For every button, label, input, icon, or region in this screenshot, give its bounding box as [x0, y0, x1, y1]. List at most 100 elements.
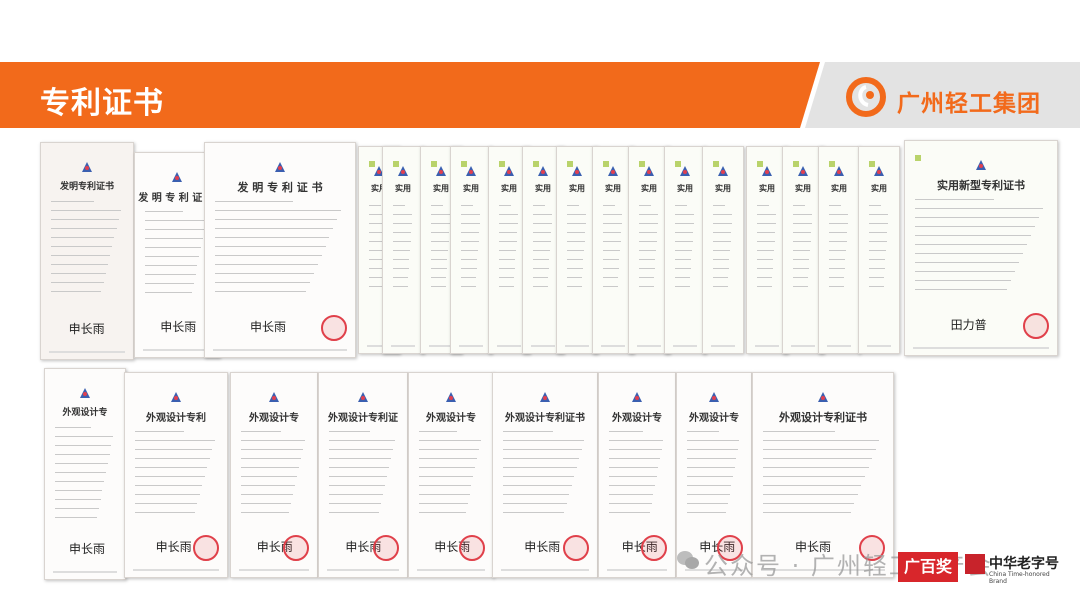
certificate-title: 实用: [871, 183, 887, 193]
certificate-title: 实用: [831, 183, 847, 193]
certificate-footer: [213, 349, 347, 351]
green-mark: [393, 161, 399, 167]
certificate-footer: [565, 345, 589, 347]
green-mark: [603, 161, 609, 167]
patent-office-emblem-icon: [446, 392, 456, 402]
certificate-card: 外观设计专利 申长雨: [124, 372, 228, 578]
certificate-title: 实用: [395, 183, 411, 193]
certificate-text-lines: [55, 427, 115, 526]
patent-office-emblem-icon: [608, 166, 618, 176]
certificate-text-lines: [499, 205, 519, 295]
certificate-title: 实用: [641, 183, 657, 193]
patent-office-emblem-icon: [718, 166, 728, 176]
certificate-title: 实用: [605, 183, 621, 193]
certificate-title: 发 明 专 利 证 书: [237, 181, 323, 194]
certificate-footer: [531, 345, 555, 347]
green-mark: [431, 161, 437, 167]
certificate-footer: [501, 569, 589, 571]
certificate-footer: [685, 569, 743, 571]
patent-office-emblem-icon: [374, 166, 384, 176]
patent-office-emblem-icon: [358, 392, 368, 402]
group-logo-icon: [846, 77, 886, 117]
certificate-text-lines: [461, 205, 481, 295]
patent-office-emblem-icon: [80, 388, 90, 398]
director-signature: 申长雨: [155, 540, 192, 554]
director-signature: 申长雨: [69, 542, 106, 556]
certificate-card: 发 明 专 利 证 书申长雨: [204, 142, 356, 358]
green-mark: [829, 161, 835, 167]
green-mark: [567, 161, 573, 167]
certificate-title: 发 明 专 利 证 书: [138, 193, 216, 204]
certificate-text-lines: [609, 431, 665, 521]
certificate-card: 外观设计专 申长雨: [676, 372, 752, 578]
green-mark: [793, 161, 799, 167]
certificate-footer: [391, 345, 415, 347]
director-signature: 申长雨: [345, 540, 382, 554]
certificate-footer: [607, 569, 667, 571]
certificate-card: 实用: [382, 146, 424, 354]
certificate-text-lines: [639, 205, 659, 295]
certificate-card: 外观设计专 申长雨: [230, 372, 318, 578]
patent-office-emblem-icon: [398, 166, 408, 176]
patent-office-emblem-icon: [540, 392, 550, 402]
award-badge: 广百奖: [898, 552, 958, 582]
patent-office-emblem-icon: [82, 162, 92, 172]
certificate-text-lines: [829, 205, 849, 295]
green-mark: [869, 161, 875, 167]
green-mark: [757, 161, 763, 167]
green-mark: [499, 161, 505, 167]
header-banner: [0, 62, 820, 128]
certificate-title: 实用: [677, 183, 693, 193]
time-honored-brand-badge: 中华老字号 China Time-honored Brand: [965, 552, 1060, 585]
certificate-footer: [429, 345, 453, 347]
patent-office-emblem-icon: [572, 166, 582, 176]
official-seal-icon: [563, 535, 589, 561]
patent-office-emblem-icon: [874, 166, 884, 176]
certificate-footer: [711, 345, 735, 347]
certificate-card: 实用: [746, 146, 788, 354]
certificate-footer: [417, 569, 485, 571]
certificate-title: 外观设计专利证: [328, 413, 398, 424]
certificate-title: 实用: [715, 183, 731, 193]
certificate-text-lines: [51, 201, 123, 300]
official-seal-icon: [321, 315, 347, 341]
certificate-title: 实用: [371, 183, 387, 193]
patent-office-emblem-icon: [504, 166, 514, 176]
badge-main-text: 中华老字号: [989, 556, 1059, 572]
certificate-title: 实用: [569, 183, 585, 193]
official-seal-icon: [717, 535, 743, 561]
certificate-text-lines: [757, 205, 777, 295]
certificate-title: 实用: [795, 183, 811, 193]
green-mark: [713, 161, 719, 167]
patent-office-emblem-icon: [538, 166, 548, 176]
certificate-text-lines: [241, 431, 307, 521]
official-seal-icon: [641, 535, 667, 561]
certificate-card: 外观设计专利证书 申长雨: [752, 372, 894, 578]
certificate-text-lines: [713, 205, 733, 295]
certificate-footer: [913, 347, 1049, 349]
certificate-footer: [761, 569, 885, 571]
certificate-text-lines: [503, 431, 587, 521]
official-seal-icon: [373, 535, 399, 561]
patent-office-emblem-icon: [436, 166, 446, 176]
certificate-title: 外观设计专: [612, 413, 662, 424]
official-seal-icon: [1023, 313, 1049, 339]
green-mark: [915, 155, 921, 161]
patent-office-emblem-icon: [976, 160, 986, 170]
certificate-text-lines: [675, 205, 695, 295]
patent-office-emblem-icon: [172, 172, 182, 182]
certificate-footer: [755, 345, 779, 347]
certificate-title: 外观设计专: [249, 413, 299, 424]
certificate-card: 实用: [556, 146, 598, 354]
certificate-footer: [49, 351, 125, 353]
certificate-footer: [791, 345, 815, 347]
patent-office-emblem-icon: [798, 166, 808, 176]
certificate-title: 外观设计专: [689, 413, 739, 424]
certificate-card: 实用: [450, 146, 492, 354]
certificate-footer: [327, 569, 399, 571]
certificate-text-lines: [431, 205, 451, 295]
official-seal-icon: [193, 535, 219, 561]
certificate-card: 实用: [818, 146, 860, 354]
badge-sub-text: China Time-honored Brand: [989, 571, 1050, 585]
official-seal-icon: [459, 535, 485, 561]
